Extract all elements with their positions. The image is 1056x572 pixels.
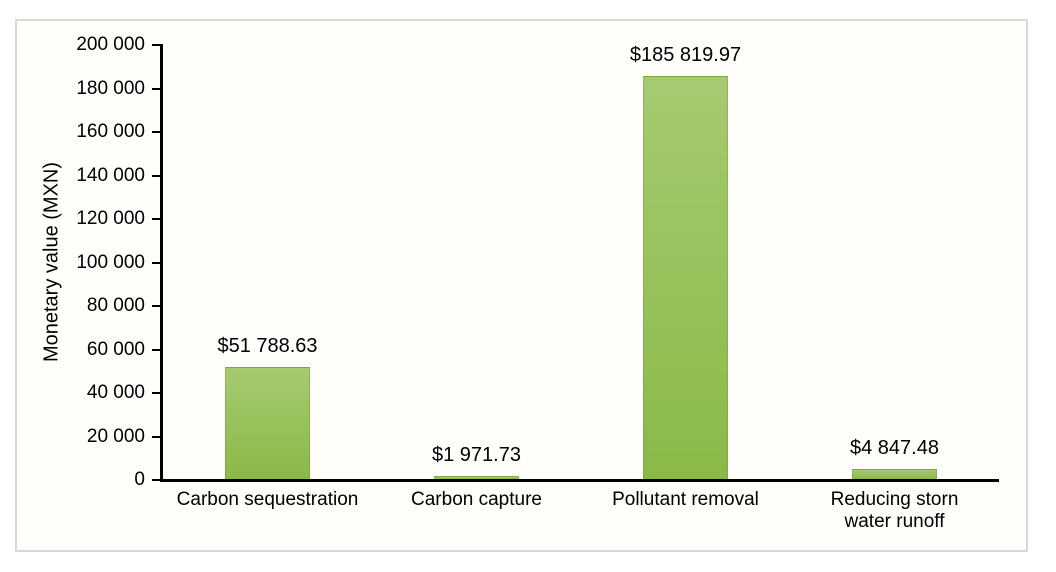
y-axis-tick <box>152 305 160 307</box>
bar-data-label: $4 847.48 <box>850 437 939 460</box>
x-axis-category-label: Carbon sequestration <box>176 489 359 510</box>
y-axis-line <box>160 44 163 482</box>
y-axis-tick-label: 120 000 <box>76 208 145 229</box>
y-axis-tick <box>152 87 160 90</box>
y-axis-tick-label: 140 000 <box>76 164 145 186</box>
y-axis-tick-label: 180 000 <box>76 77 145 99</box>
y-axis-tick-label: 100 000 <box>76 251 145 273</box>
y-axis-tick-label: 0 <box>134 469 145 490</box>
y-axis-tick <box>152 131 160 133</box>
bar-3 <box>643 75 728 480</box>
bar-1 <box>225 367 310 480</box>
chart-frame <box>15 19 1028 552</box>
bar-data-label: $185 819.97 <box>629 43 742 66</box>
y-axis-tick <box>152 348 160 351</box>
x-axis-category-label: Pollutant removal <box>612 489 759 510</box>
y-axis-tick <box>152 392 160 394</box>
y-axis-tick <box>152 261 160 264</box>
y-axis-tick <box>152 479 160 481</box>
y-axis-tick-label: 40 000 <box>86 382 145 403</box>
y-axis-tick-label: 200 000 <box>76 34 145 55</box>
y-axis-tick <box>152 44 160 46</box>
bar-data-label: $1 971.73 <box>432 443 521 466</box>
y-axis-tick <box>152 218 160 220</box>
x-axis-line <box>160 479 999 482</box>
bar-data-label: $51 788.63 <box>217 335 318 358</box>
x-axis-category-label: Carbon capture <box>411 489 542 510</box>
y-axis-tick-label: 20 000 <box>86 425 145 447</box>
y-axis-tick <box>152 435 160 438</box>
y-axis-tick-label: 60 000 <box>86 338 145 360</box>
x-axis-category-label: Reducing storn water runoff <box>830 489 959 532</box>
y-axis-tick-label: 160 000 <box>76 121 145 142</box>
y-axis-tick <box>152 174 160 177</box>
y-axis-tick-label: 80 000 <box>86 295 145 316</box>
